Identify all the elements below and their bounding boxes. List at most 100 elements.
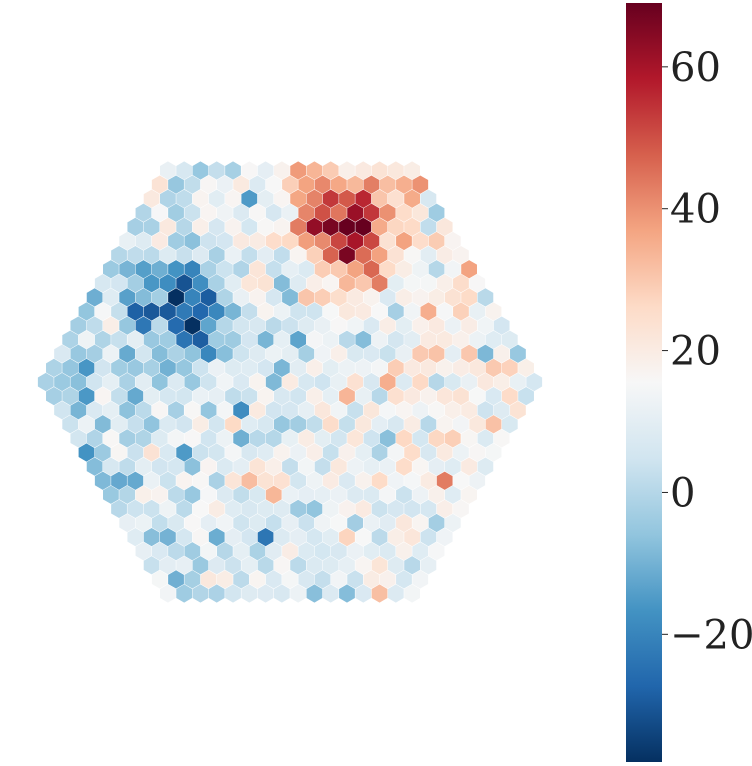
hex-pixel xyxy=(485,358,502,378)
hex-pixel xyxy=(322,443,339,462)
hex-pixel xyxy=(339,443,355,462)
hex-pixel xyxy=(404,330,421,349)
hex-pixel xyxy=(216,457,233,476)
hex-pixel xyxy=(184,570,201,589)
hex-pixel xyxy=(78,415,95,434)
hex-pixel xyxy=(330,485,347,504)
hex-pixel xyxy=(298,372,315,392)
hex-pixel xyxy=(355,161,372,180)
hex-pixel xyxy=(436,217,453,237)
hex-pixel xyxy=(233,316,250,335)
hex-pixel xyxy=(339,274,355,293)
hex-pixel xyxy=(330,372,347,392)
hex-pixel xyxy=(143,302,160,321)
hex-pixel xyxy=(208,556,225,575)
hex-pixel xyxy=(216,316,233,335)
hex-pixel xyxy=(159,556,176,575)
hex-pixel xyxy=(46,386,62,406)
hex-pixel xyxy=(510,344,526,363)
hex-pixel xyxy=(347,513,364,533)
hex-pixel xyxy=(387,499,404,519)
hex-pixel xyxy=(339,386,355,406)
hex-pixel xyxy=(225,302,241,321)
hex-pixel xyxy=(420,189,437,208)
hex-pixel xyxy=(347,175,364,194)
hex-pixel xyxy=(127,499,144,519)
hex-pixel xyxy=(387,330,404,349)
hex-pixel xyxy=(330,288,347,307)
hex-pixel xyxy=(208,302,225,321)
hex-pixel xyxy=(444,401,461,420)
hex-pixel xyxy=(412,485,429,504)
hex-pixel xyxy=(477,429,494,448)
hex-pixel xyxy=(290,527,307,547)
hex-pixel xyxy=(282,429,298,448)
hex-pixel xyxy=(54,372,70,392)
hex-pixel xyxy=(404,274,421,293)
hex-pixel xyxy=(444,429,461,448)
hex-pixel xyxy=(151,485,168,504)
hex-pixel xyxy=(111,274,127,293)
hex-pixel xyxy=(510,401,526,420)
hex-pixel xyxy=(200,401,217,420)
hex-pixel xyxy=(200,372,217,392)
hex-pixel xyxy=(249,175,266,194)
hex-pixel xyxy=(355,358,372,378)
hex-pixel xyxy=(477,457,494,476)
hex-pixel xyxy=(184,401,201,420)
hex-pixel xyxy=(314,203,331,222)
hex-pixel xyxy=(363,260,380,279)
hex-pixel xyxy=(396,542,412,561)
hex-pixel xyxy=(216,513,233,533)
hex-pixel xyxy=(339,161,355,180)
hex-pixel xyxy=(461,401,477,420)
hex-pixel xyxy=(273,415,290,434)
hex-pixel xyxy=(200,542,217,561)
hex-pixel xyxy=(143,217,160,237)
hex-pixel xyxy=(412,288,429,307)
hex-pixel xyxy=(314,175,331,194)
hex-pixel xyxy=(159,161,176,180)
hex-pixel xyxy=(355,556,372,575)
hex-pixel xyxy=(282,542,298,561)
hex-pixel xyxy=(119,316,136,335)
hex-pixel xyxy=(233,344,250,363)
hex-pixel xyxy=(200,288,217,307)
hex-pixel xyxy=(461,344,477,363)
hex-pixel xyxy=(127,527,144,547)
hex-pixel xyxy=(273,443,290,462)
hex-pixel xyxy=(355,499,372,519)
hex-pixel xyxy=(387,161,404,180)
colorbar-tick-label: 0 xyxy=(670,470,695,516)
colorbar-tick-label: 60 xyxy=(670,45,721,91)
hex-pixel xyxy=(428,401,445,420)
hex-pixel xyxy=(127,274,144,293)
hex-pixel xyxy=(176,499,193,519)
hex-pixel xyxy=(273,189,290,208)
hex-pixel xyxy=(461,260,477,279)
hex-pixel xyxy=(477,288,494,307)
hex-pixel xyxy=(347,570,364,589)
hex-pixel xyxy=(339,584,355,603)
hex-pixel xyxy=(306,443,323,462)
hex-pixel xyxy=(396,231,412,251)
hex-pixel xyxy=(339,245,355,265)
hex-pixel xyxy=(151,288,168,307)
hex-pixel xyxy=(306,527,323,547)
hex-pixel xyxy=(233,429,250,448)
hex-pixel xyxy=(453,386,469,406)
hex-pixel xyxy=(371,245,388,265)
hex-pixel xyxy=(420,302,437,321)
hex-pixel xyxy=(176,527,193,547)
hex-pixel xyxy=(143,556,160,575)
hex-pixel xyxy=(282,344,298,363)
hex-pixel xyxy=(461,457,477,476)
hex-pixel xyxy=(70,316,87,335)
hex-pixel xyxy=(143,499,160,519)
hex-pixel xyxy=(412,203,429,222)
hex-pixel xyxy=(436,499,453,519)
hex-pixel xyxy=(420,358,437,378)
hex-pixel xyxy=(62,358,79,378)
hex-pixel xyxy=(298,542,315,561)
hex-pixel xyxy=(387,471,404,490)
